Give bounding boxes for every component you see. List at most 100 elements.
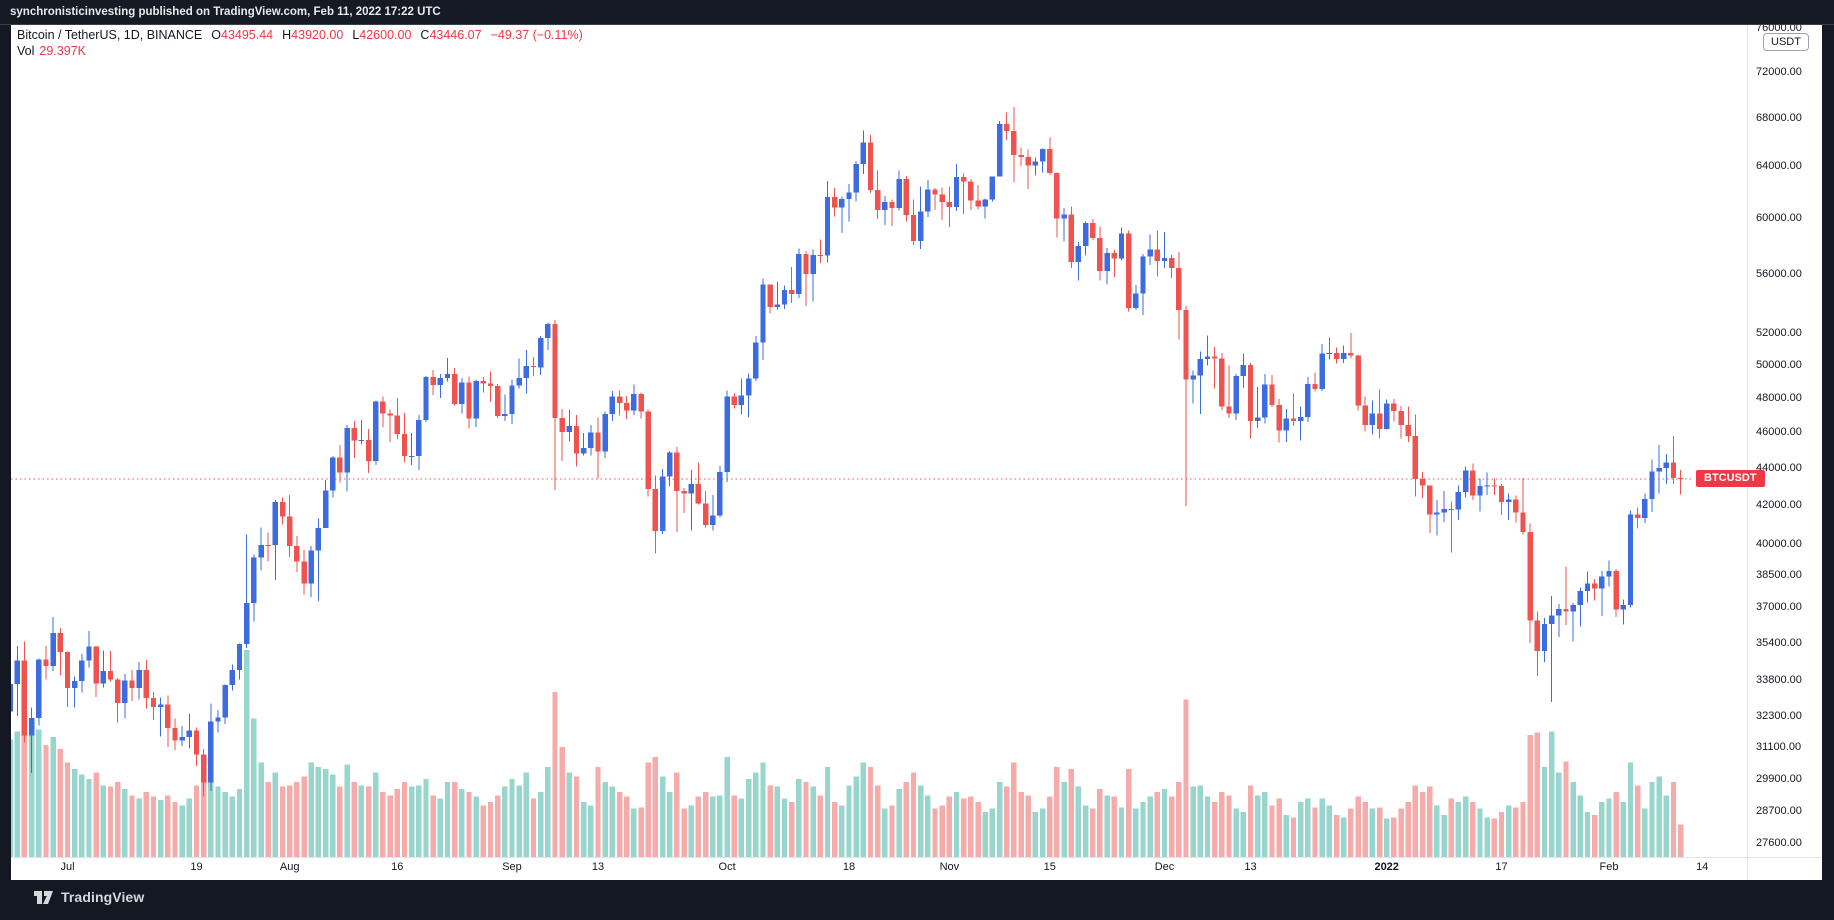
candle-body xyxy=(1491,485,1497,487)
volume-bar xyxy=(523,772,530,857)
volume-bar xyxy=(1534,732,1541,857)
candle-body xyxy=(143,670,150,699)
candle-body xyxy=(1620,604,1627,610)
volume-bar xyxy=(1348,808,1354,857)
volume-bar xyxy=(1584,811,1591,857)
volume-bar xyxy=(1305,798,1311,857)
tradingview-brand-text: TradingView xyxy=(61,888,145,905)
candle-body xyxy=(1254,417,1261,421)
candle-body xyxy=(1032,161,1039,166)
candle-body xyxy=(1312,383,1318,389)
volume-bar xyxy=(294,782,300,857)
candle-body xyxy=(1161,257,1168,262)
volume-bar xyxy=(975,802,981,857)
ohlc-item: O43495.44 xyxy=(211,28,274,42)
volume-bar xyxy=(860,762,867,857)
price-axis-label: 28700.00 xyxy=(1756,805,1802,818)
candle-body xyxy=(731,396,737,405)
candle-body xyxy=(502,413,508,416)
candle-body xyxy=(423,376,429,420)
tradingview-logo[interactable]: TradingView xyxy=(33,888,144,905)
volume-bar xyxy=(659,776,666,857)
time-axis-label: Aug xyxy=(279,861,300,873)
candle-body xyxy=(566,426,573,433)
candle-body xyxy=(982,199,988,207)
volume-bar xyxy=(1276,798,1282,857)
candle-body xyxy=(803,253,809,275)
volume-bar xyxy=(100,785,107,857)
volume-bar xyxy=(1219,792,1225,857)
candle-body xyxy=(745,378,752,396)
candle-body xyxy=(788,289,795,295)
volume-bar xyxy=(36,729,42,857)
candle-body xyxy=(1211,356,1218,359)
candle-body xyxy=(1470,470,1476,496)
volume-bar xyxy=(494,795,501,857)
price-axis[interactable]: USDT 43446.07 06:37:31 76000.0072000.006… xyxy=(1747,22,1822,880)
candle-body xyxy=(810,255,816,275)
volume-bar xyxy=(114,782,121,857)
volume-bar xyxy=(1620,802,1627,857)
volume-bar xyxy=(710,796,716,857)
price-axis-label: 46000.00 xyxy=(1756,425,1802,438)
volume-bar xyxy=(1455,802,1462,857)
candle-body xyxy=(28,717,35,736)
candle-body xyxy=(874,190,881,210)
volume-bar xyxy=(344,764,350,857)
time-axis-label: 13 xyxy=(1244,861,1257,873)
volume-bar xyxy=(602,782,608,857)
volume-bar xyxy=(1254,795,1261,857)
candle-body xyxy=(64,651,71,688)
price-axis-label: 56000.00 xyxy=(1756,267,1802,280)
volume-bar xyxy=(1262,792,1268,857)
candle-body xyxy=(1391,403,1397,411)
volume-bar xyxy=(408,786,415,857)
volume-bar xyxy=(717,795,723,857)
volume-bar xyxy=(667,792,673,857)
candle-body xyxy=(1556,609,1562,616)
volume-bar xyxy=(638,807,644,857)
volume-bar xyxy=(925,795,931,857)
candle-body xyxy=(1376,413,1383,430)
candle-body xyxy=(315,528,322,551)
footer-bar: TradingView xyxy=(0,880,1834,920)
candle-body xyxy=(71,681,78,688)
candle-body xyxy=(394,415,400,435)
currency-unit-badge[interactable]: USDT xyxy=(1763,33,1809,51)
volume-bar xyxy=(1133,808,1139,857)
price-axis-label: 31100.00 xyxy=(1756,740,1802,753)
candle-body xyxy=(509,385,515,414)
volume-bar xyxy=(1556,772,1562,857)
volume-bar xyxy=(1176,782,1182,857)
time-axis-label: Sep xyxy=(502,861,522,873)
volume-bar xyxy=(1319,798,1325,857)
volume-bar xyxy=(616,792,623,857)
candle-body xyxy=(1477,486,1483,496)
time-axis[interactable]: Jul 19 Aug 16 Sep 13 Oct 18 Nov 15 Dec 13 2022 17 Feb 1… xyxy=(0,857,1822,880)
volume-bar xyxy=(1527,734,1533,857)
candle-body xyxy=(1362,405,1368,426)
candle-body xyxy=(408,455,415,457)
volume-bar xyxy=(186,798,193,857)
volume-bar xyxy=(896,788,902,857)
candle-body xyxy=(753,342,759,379)
volume-bar xyxy=(459,788,465,857)
candle-body xyxy=(846,192,852,199)
volume-bar xyxy=(193,785,200,857)
candle-body xyxy=(688,484,694,494)
candle-body xyxy=(1061,214,1067,219)
candle-body xyxy=(645,411,651,490)
volume-bar xyxy=(824,766,831,857)
candle-body xyxy=(437,378,443,386)
volume-bar xyxy=(473,796,479,857)
volume-bar xyxy=(502,786,508,857)
volume-bar xyxy=(28,723,35,857)
candle-body xyxy=(652,489,659,531)
candle-body xyxy=(1613,571,1619,610)
volume-bar xyxy=(1140,802,1146,857)
symbol-title[interactable]: Bitcoin / TetherUS, 1D, BINANCE xyxy=(17,28,203,42)
volume-bar xyxy=(1018,792,1024,857)
candle-body xyxy=(616,396,623,404)
volume-bar xyxy=(279,786,286,857)
